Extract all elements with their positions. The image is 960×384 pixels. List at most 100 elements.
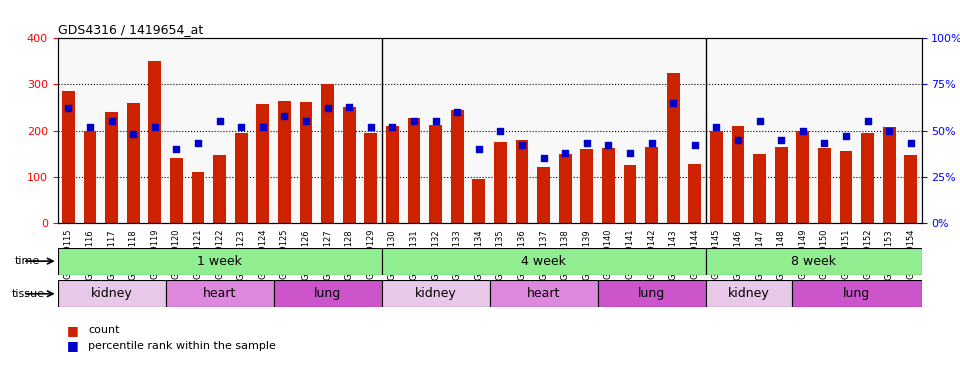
Point [126,131,141,137]
Bar [213,154,227,223]
Point [104,118,119,124]
Text: lung: lung [314,287,341,300]
Point [601,142,616,148]
Point [687,142,703,148]
Point [515,142,530,148]
Point [406,118,421,124]
Bar [796,131,809,223]
Point [665,100,681,106]
Text: lung: lung [638,287,665,300]
Bar [753,154,766,223]
Point [536,155,551,161]
Text: heart: heart [203,287,236,300]
Point [255,124,271,130]
Bar [516,140,528,223]
Text: percentile rank within the sample: percentile rank within the sample [88,341,276,351]
Point [276,113,292,119]
Text: heart: heart [527,287,561,300]
Point [774,137,789,143]
Point [622,150,637,156]
FancyBboxPatch shape [165,280,274,307]
Point [708,124,724,130]
FancyBboxPatch shape [706,248,922,275]
Point [731,137,746,143]
Text: tissue: tissue [12,289,44,299]
Bar [709,131,723,223]
Bar [343,107,355,223]
Text: kidney: kidney [415,287,456,300]
Text: time: time [14,256,39,266]
Bar [407,118,420,223]
Text: ■: ■ [67,339,79,352]
Bar [256,104,269,223]
Point [83,124,98,130]
FancyBboxPatch shape [58,280,165,307]
FancyBboxPatch shape [274,280,381,307]
Point [558,150,573,156]
Point [492,127,508,134]
FancyBboxPatch shape [792,280,922,307]
Point [212,118,228,124]
Point [342,104,357,110]
Bar [472,179,485,223]
Bar [904,155,917,223]
Text: kidney: kidney [91,287,132,300]
Bar [623,165,636,223]
Point [838,133,853,139]
Bar [170,158,182,223]
Point [60,105,76,111]
Bar [61,91,75,223]
Text: 1 week: 1 week [197,255,242,268]
Bar [645,147,658,223]
Point [363,124,378,130]
Point [471,146,487,152]
Point [752,118,767,124]
Point [579,141,594,147]
FancyBboxPatch shape [381,280,490,307]
Bar [127,103,140,223]
Point [860,118,876,124]
Text: ■: ■ [67,324,79,337]
Bar [191,172,204,223]
Point [449,109,465,115]
Bar [861,133,874,223]
Bar [105,112,118,223]
Point [881,127,897,134]
Point [233,124,249,130]
Bar [84,131,96,223]
Bar [450,110,464,223]
Text: GDS4316 / 1419654_at: GDS4316 / 1419654_at [58,23,203,36]
Bar [148,61,161,223]
FancyBboxPatch shape [706,280,792,307]
Bar [559,154,571,223]
Text: lung: lung [843,287,871,300]
Bar [732,126,744,223]
Point [428,118,444,124]
Point [169,146,184,152]
FancyBboxPatch shape [597,280,706,307]
Point [644,141,660,147]
Bar [580,149,593,223]
Text: count: count [88,325,120,335]
Point [817,141,832,147]
Bar [775,147,787,223]
Bar [386,126,398,223]
FancyBboxPatch shape [58,248,381,275]
Text: kidney: kidney [728,287,770,300]
Point [903,141,919,147]
Point [385,124,400,130]
Bar [818,147,830,223]
Bar [429,125,442,223]
Text: 8 week: 8 week [791,255,836,268]
Point [299,118,314,124]
Point [190,141,205,147]
Point [320,105,335,111]
Bar [666,73,680,223]
Bar [537,167,550,223]
FancyBboxPatch shape [490,280,597,307]
Bar [839,151,852,223]
Bar [278,101,291,223]
Bar [321,84,334,223]
Bar [300,101,312,223]
Bar [688,164,701,223]
